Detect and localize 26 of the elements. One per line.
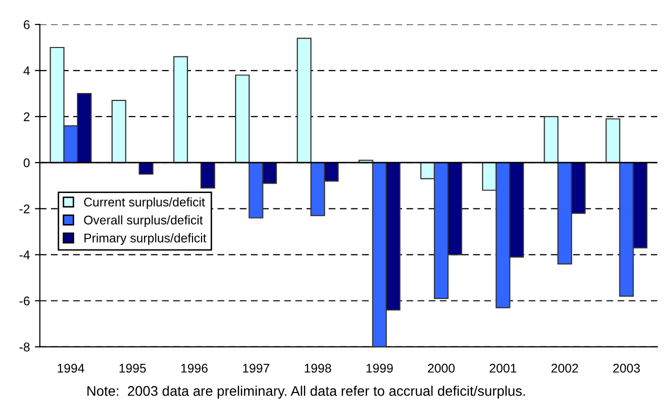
y-tick-label: 6: [24, 20, 30, 30]
x-tick-label: 1998: [304, 364, 332, 373]
bar: [138, 162, 154, 175]
y-tick-label: 0: [24, 158, 30, 168]
bar: [200, 162, 216, 188]
x-tick-label: 1995: [120, 364, 146, 373]
x-tick-label: 1999: [366, 364, 393, 373]
x-tick-label: 1996: [181, 364, 208, 373]
legend-label: Current surplus/deficit: [84, 197, 205, 209]
x-tick-label: 2003: [613, 364, 640, 373]
bar: [173, 56, 188, 164]
legend-label: Overall surplus/deficit: [84, 215, 203, 227]
y-tick-label: 2: [24, 112, 30, 122]
y-tick-label: -8: [20, 342, 30, 352]
legend-label: Primary surplus/deficit: [84, 233, 206, 245]
x-tick-label: 2001: [490, 364, 516, 373]
y-tick-label: 4: [23, 66, 30, 76]
y-tick-label: -2: [20, 204, 30, 214]
y-tick-label: -4: [20, 250, 30, 260]
bar: [112, 100, 126, 164]
x-tick-label: 1997: [243, 364, 270, 373]
text: Note: 2003 data are preliminary. All data refer to accrual deficit/surplus.: [87, 386, 525, 399]
y-tick-label: -6: [20, 296, 30, 306]
x-tick-label: 2000: [428, 364, 455, 373]
x-tick-label: 1994: [58, 364, 84, 373]
x-tick-label: 2002: [551, 364, 578, 373]
